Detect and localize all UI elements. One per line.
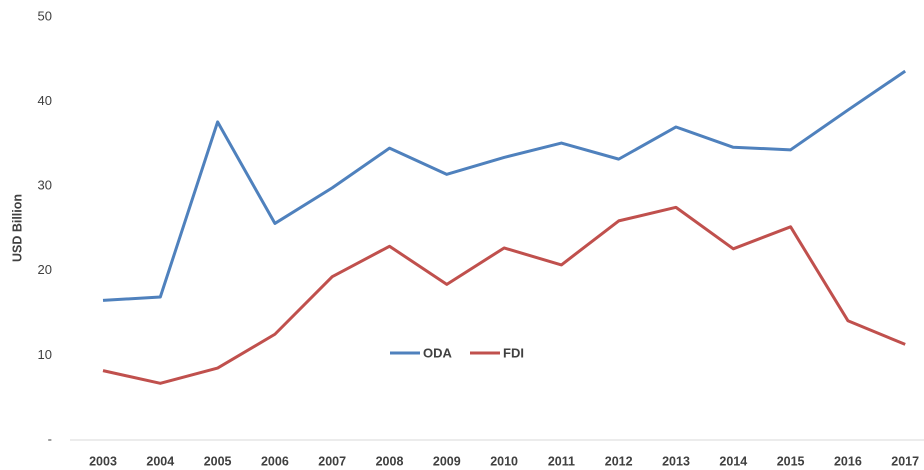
- x-tick-label: 2008: [376, 454, 404, 468]
- y-tick-label: 40: [38, 93, 52, 108]
- x-tick-label: 2013: [662, 454, 690, 468]
- x-tick-label: 2009: [433, 454, 461, 468]
- y-tick-label: 50: [38, 8, 52, 23]
- x-tick-label: 2014: [719, 454, 747, 468]
- x-tick-label: 2010: [490, 454, 518, 468]
- x-tick-label: 2015: [777, 454, 805, 468]
- series-line: [102, 205, 906, 385]
- x-tick-label: 2004: [146, 454, 174, 468]
- x-tick-label: 2006: [261, 454, 289, 468]
- y-tick-label: -: [48, 431, 52, 446]
- y-tick-label: 20: [38, 262, 52, 277]
- x-tick-label: 2003: [89, 454, 117, 468]
- x-tick-label: 2011: [548, 454, 575, 468]
- x-tick-label: 2016: [834, 454, 862, 468]
- x-tick-label: 2017: [891, 454, 919, 468]
- series-line: [102, 69, 907, 302]
- legend-label: FDI: [503, 345, 524, 360]
- x-tick-label: 2007: [318, 454, 346, 468]
- y-axis-label: USD Billion: [10, 194, 24, 262]
- y-tick-label: 10: [38, 347, 52, 362]
- y-tick-label: 30: [38, 178, 52, 193]
- x-tick-label: 2012: [605, 454, 633, 468]
- x-tick-label: 2005: [204, 454, 232, 468]
- legend-label: ODA: [423, 345, 453, 360]
